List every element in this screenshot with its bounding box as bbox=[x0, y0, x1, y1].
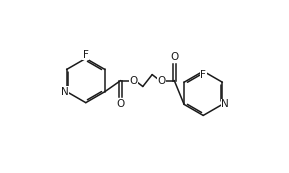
Text: N: N bbox=[61, 87, 68, 97]
Text: F: F bbox=[200, 70, 206, 80]
Text: N: N bbox=[221, 99, 229, 109]
Text: O: O bbox=[158, 76, 166, 85]
Text: O: O bbox=[170, 52, 178, 62]
Text: O: O bbox=[129, 76, 138, 85]
Text: O: O bbox=[116, 99, 125, 109]
Text: F: F bbox=[83, 50, 89, 60]
